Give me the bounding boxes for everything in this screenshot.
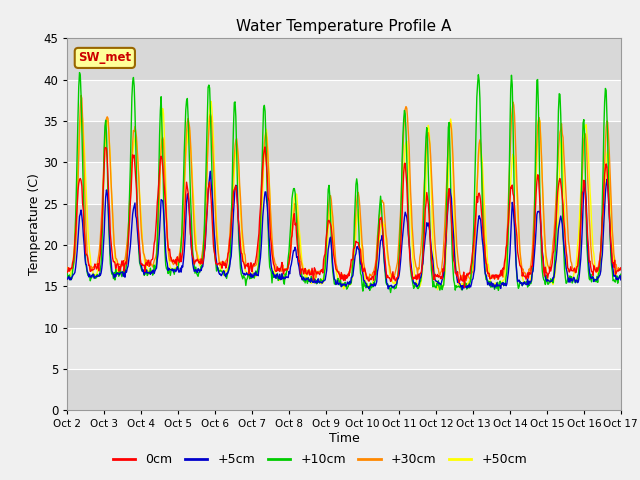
Legend: 0cm, +5cm, +10cm, +30cm, +50cm: 0cm, +5cm, +10cm, +30cm, +50cm — [108, 448, 532, 471]
Bar — [67, 287, 621, 328]
Bar — [67, 204, 621, 245]
X-axis label: Time: Time — [328, 432, 360, 445]
Bar — [67, 162, 621, 204]
Title: Water Temperature Profile A: Water Temperature Profile A — [236, 20, 452, 35]
Bar — [67, 80, 621, 121]
Bar — [67, 369, 621, 410]
Bar — [67, 38, 621, 80]
Bar — [67, 328, 621, 369]
Text: SW_met: SW_met — [78, 51, 131, 64]
Bar — [67, 245, 621, 287]
Y-axis label: Temperature (C): Temperature (C) — [28, 173, 40, 276]
Bar — [67, 121, 621, 162]
